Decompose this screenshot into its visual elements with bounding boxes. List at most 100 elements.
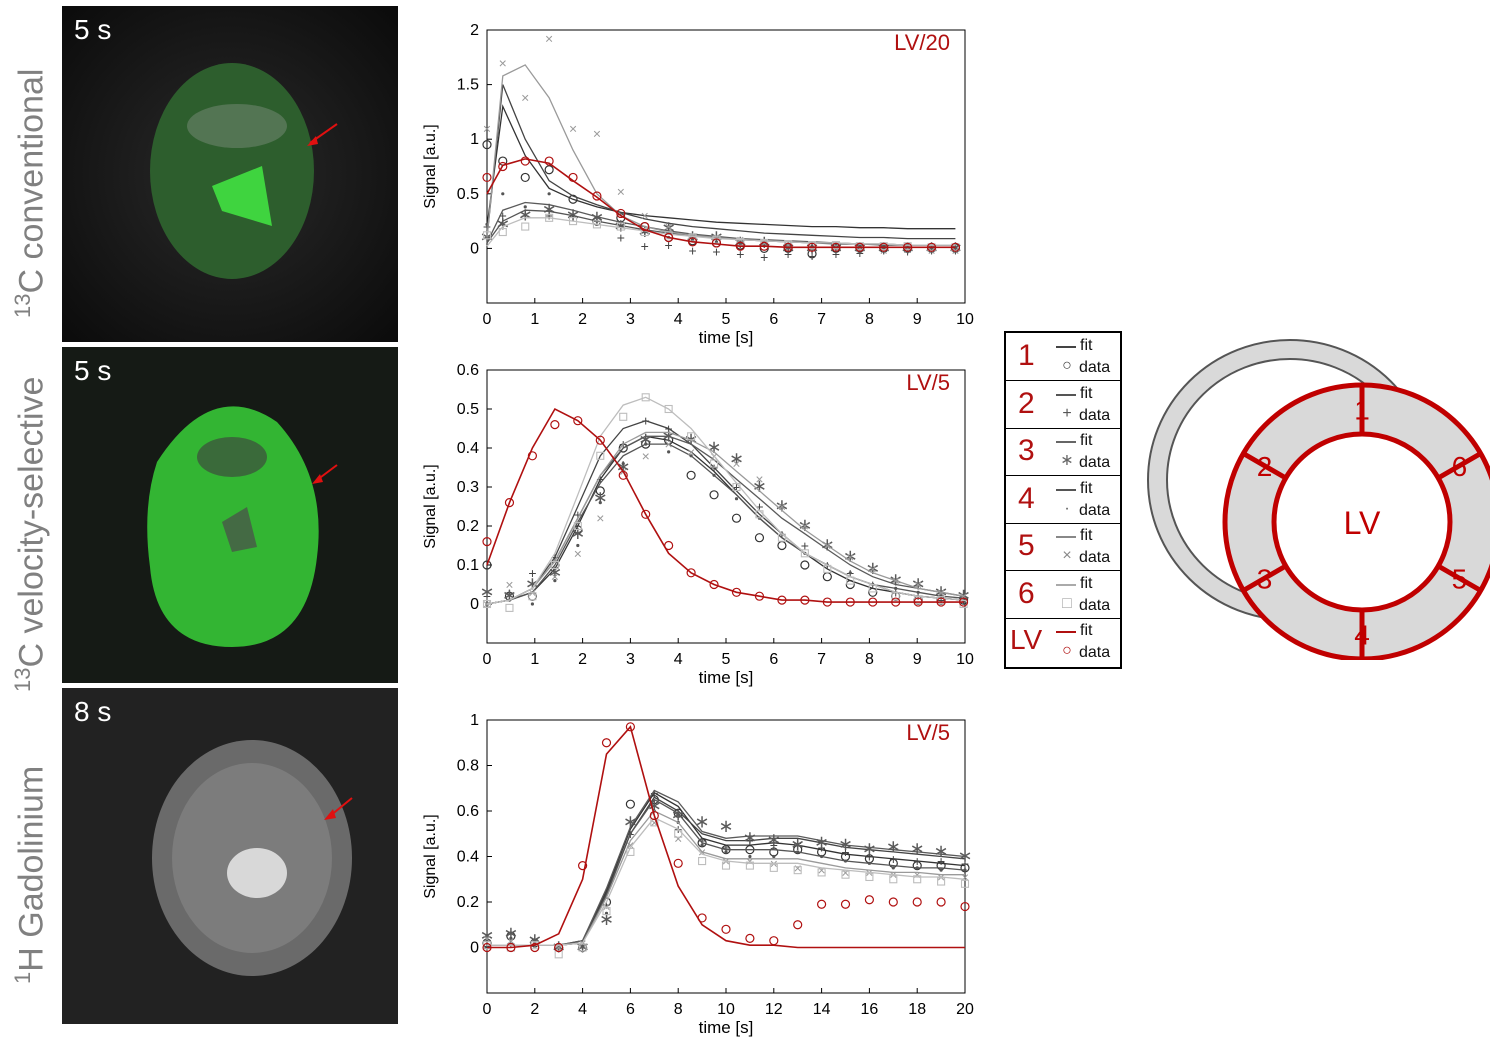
y-tick-label: 0.6: [457, 803, 479, 820]
data-point-6: [793, 866, 802, 875]
data-point-5: ×: [801, 518, 809, 534]
data-point-2: +: [698, 833, 706, 849]
x-tick-label: 3: [626, 651, 635, 668]
data-point-3: ∗: [503, 923, 518, 943]
legend-row-5: 5 fit × data: [1006, 523, 1120, 571]
data-point-2: +: [574, 506, 582, 522]
data-point-5: ×: [626, 837, 634, 853]
data-point-5: ×: [913, 867, 921, 883]
data-point-2: +: [499, 208, 507, 224]
data-point-2: +: [760, 249, 768, 265]
data-point-LV: [926, 242, 937, 252]
data-point-2: +: [784, 246, 792, 262]
data-point-3: ∗: [479, 925, 494, 945]
data-point-5: ×: [674, 830, 682, 846]
data-point-2: +: [483, 588, 491, 604]
data-point-4: [501, 192, 505, 196]
data-point-3: ∗: [910, 839, 925, 859]
data-point-3: ∗: [797, 515, 812, 535]
data-point-5: ×: [746, 853, 754, 869]
data-point-2: +: [641, 238, 649, 254]
data-point-4: [712, 473, 716, 477]
data-point-5: ×: [904, 240, 912, 256]
segment-divider: [1436, 563, 1482, 593]
segment-divider: [1436, 451, 1482, 481]
legend-fit-line: [1056, 441, 1076, 443]
x-tick-label: 18: [908, 1001, 926, 1018]
y-tick-label: 0.5: [457, 186, 479, 203]
data-point-2: +: [665, 421, 673, 437]
data-point-3: ∗: [862, 839, 877, 859]
legend-label: 1: [1018, 339, 1035, 372]
data-point-3: ∗: [695, 811, 710, 831]
data-point-1: [520, 172, 530, 183]
data-point-6: [482, 599, 492, 609]
data-point-5: ×: [596, 510, 604, 526]
data-point-6: [664, 404, 673, 414]
x-tick-label: 8: [674, 1001, 683, 1018]
x-axis-label: time [s]: [699, 328, 754, 347]
chart-gadolinium: 0 2 4 6 8 10 12 14 16 18 20 0 0.2 0.4 0.6 0.8 1 time [s] S…: [422, 712, 974, 1037]
legend-fit-text: fit: [1080, 622, 1093, 639]
fit-line-2: [486, 84, 956, 240]
data-point-2: +: [642, 413, 650, 429]
y-tick-label: 0.6: [457, 362, 479, 379]
segment-divider: [1242, 563, 1288, 593]
data-point-LV: [625, 722, 635, 732]
legend-row-1: 1 fit ○ data: [1006, 333, 1120, 381]
data-point-6: [650, 818, 659, 827]
data-point-LV: [936, 897, 946, 907]
legend-label: 2: [1018, 386, 1035, 420]
data-point-LV: [891, 597, 901, 607]
legend-fit-line: [1056, 346, 1076, 348]
data-point-LV: [527, 451, 538, 461]
data-point-1: [807, 249, 817, 259]
x-tick-label: 5: [722, 651, 731, 668]
data-point-6: [960, 879, 970, 888]
data-point-5: ×: [665, 219, 673, 235]
data-point-1: [482, 560, 492, 570]
data-point-2: +: [602, 896, 610, 912]
data-point-6: [823, 564, 832, 573]
x-tick-label: 0: [483, 651, 492, 668]
data-point-5: ×: [555, 940, 563, 956]
data-point-6: [616, 222, 625, 231]
data-point-5: ×: [732, 456, 740, 472]
data-point-LV: [687, 237, 698, 247]
x-tick-label: 7: [817, 311, 826, 328]
segment-label-1: 1: [1354, 395, 1370, 426]
data-point-6: [528, 592, 537, 601]
data-point-5: ×: [545, 31, 553, 47]
data-point-6: [709, 459, 719, 468]
x-tick-label: 4: [674, 651, 683, 668]
data-point-3: ∗: [838, 834, 853, 854]
x-tick-label: 10: [717, 1001, 735, 1018]
data-point-LV: [936, 597, 946, 607]
data-point-LV: [879, 242, 889, 252]
legend-label: 5: [1018, 529, 1035, 562]
data-point-LV: [595, 435, 605, 445]
data-point-3: ∗: [790, 834, 805, 854]
data-point-1: [697, 838, 707, 848]
legend-fit-text: fit: [1080, 527, 1093, 544]
data-point-2: +: [483, 219, 491, 235]
data-point-5: ×: [551, 569, 559, 585]
legend-row-LV: LV fit ○ data: [1006, 618, 1120, 665]
legend-fit-text: fit: [1080, 574, 1093, 592]
data-point-2: +: [528, 565, 536, 581]
data-point-2: +: [755, 499, 763, 515]
data-point-LV: [845, 597, 855, 607]
data-point-5: ×: [665, 436, 673, 452]
data-point-2: +: [832, 246, 840, 262]
data-point-LV: [520, 156, 530, 166]
data-point-2: +: [617, 229, 625, 245]
x-tick-label: 2: [578, 311, 587, 328]
data-point-LV: [807, 242, 817, 252]
data-point-5: ×: [593, 126, 601, 142]
data-point-5: ×: [698, 844, 706, 860]
data-point-3: ∗: [934, 841, 949, 861]
data-point-3: ∗: [752, 476, 767, 496]
data-point-1: [822, 572, 832, 582]
legend-fit-text: fit: [1080, 337, 1093, 354]
x-tick-label: 4: [674, 311, 683, 328]
